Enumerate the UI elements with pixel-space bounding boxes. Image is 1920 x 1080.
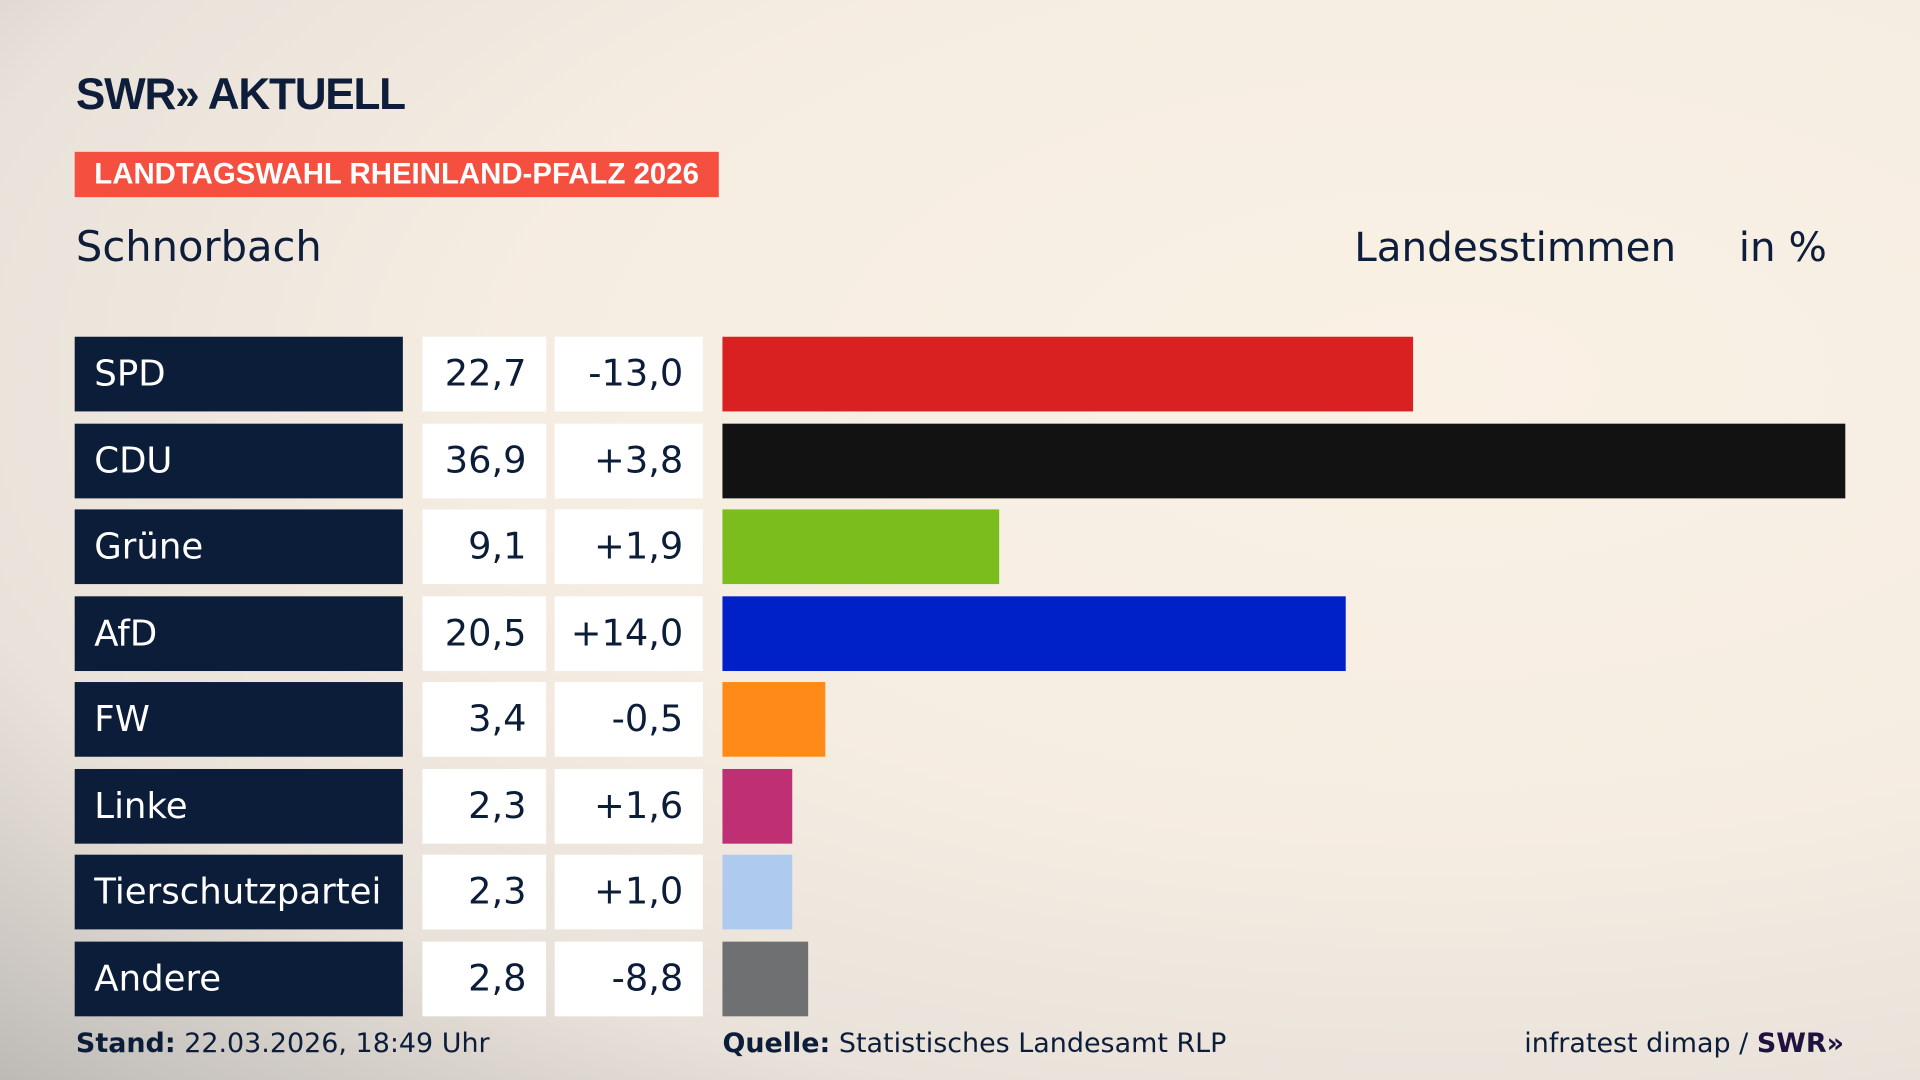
party-name: SPD xyxy=(74,336,403,412)
party-row: Andere 2,8 -8,8 xyxy=(0,941,1920,1016)
source-label: Quelle: xyxy=(722,1028,831,1060)
bar xyxy=(722,423,1846,498)
value-label: 9,1 xyxy=(422,509,547,585)
bar xyxy=(722,336,1414,412)
stand-value: 22.03.2026, 18:49 Uhr xyxy=(184,1028,490,1060)
party-row: AfD 20,5 +14,0 xyxy=(0,595,1920,671)
credit-text: infratest dimap / xyxy=(1524,1028,1757,1060)
value-label: 20,5 xyxy=(422,595,547,671)
timestamp: Stand: 22.03.2026, 18:49 Uhr xyxy=(76,1029,490,1060)
diff-label: +1,0 xyxy=(554,854,703,930)
party-row: Linke 2,3 +1,6 xyxy=(0,768,1920,844)
party-name: Linke xyxy=(74,768,403,844)
bar xyxy=(722,682,826,757)
unit-label: in % xyxy=(1738,222,1827,271)
diff-label: +1,9 xyxy=(554,509,703,585)
bar xyxy=(722,941,808,1016)
diff-label: +1,6 xyxy=(554,768,703,844)
diff-label: +3,8 xyxy=(554,423,703,498)
stand-label: Stand: xyxy=(75,1028,176,1060)
diff-label: +14,0 xyxy=(554,595,703,671)
party-name: Grüne xyxy=(74,509,403,585)
party-name: FW xyxy=(74,682,403,757)
party-row: FW 3,4 -0,5 xyxy=(0,682,1920,757)
metric-label: Landesstimmen xyxy=(1354,222,1677,271)
bar xyxy=(722,768,793,844)
party-name: AfD xyxy=(74,595,403,671)
party-name: Tierschutzpartei xyxy=(74,854,403,930)
party-row: Tierschutzpartei 2,3 +1,0 xyxy=(0,854,1920,930)
bar xyxy=(722,595,1347,671)
value-label: 3,4 xyxy=(422,682,547,757)
swr-logo: SWR» xyxy=(1756,1028,1845,1060)
party-row: Grüne 9,1 +1,9 xyxy=(0,509,1920,585)
election-banner: LANDTAGSWAHL RHEINLAND-PFALZ 2026 xyxy=(74,151,719,198)
place-title: Schnorbach xyxy=(75,222,322,272)
swr-aktuell-logo: SWR» AKTUELL xyxy=(75,68,406,119)
value-label: 22,7 xyxy=(422,336,547,412)
credit: infratest dimap / SWR» xyxy=(1524,1029,1844,1060)
party-name: Andere xyxy=(74,941,403,1016)
source: Quelle: Statistisches Landesamt RLP xyxy=(722,1029,1226,1060)
bar xyxy=(722,509,1000,585)
party-row: SPD 22,7 -13,0 xyxy=(0,336,1920,412)
value-label: 2,3 xyxy=(422,854,547,930)
value-label: 2,3 xyxy=(422,768,547,844)
bar xyxy=(722,854,793,930)
diff-label: -8,8 xyxy=(554,941,703,1016)
source-value: Statistisches Landesamt RLP xyxy=(838,1028,1227,1060)
diff-label: -0,5 xyxy=(554,682,703,757)
value-label: 2,8 xyxy=(422,941,547,1016)
party-row: CDU 36,9 +3,8 xyxy=(0,423,1920,498)
diff-label: -13,0 xyxy=(554,336,703,412)
party-name: CDU xyxy=(74,423,403,498)
value-label: 36,9 xyxy=(422,423,547,498)
